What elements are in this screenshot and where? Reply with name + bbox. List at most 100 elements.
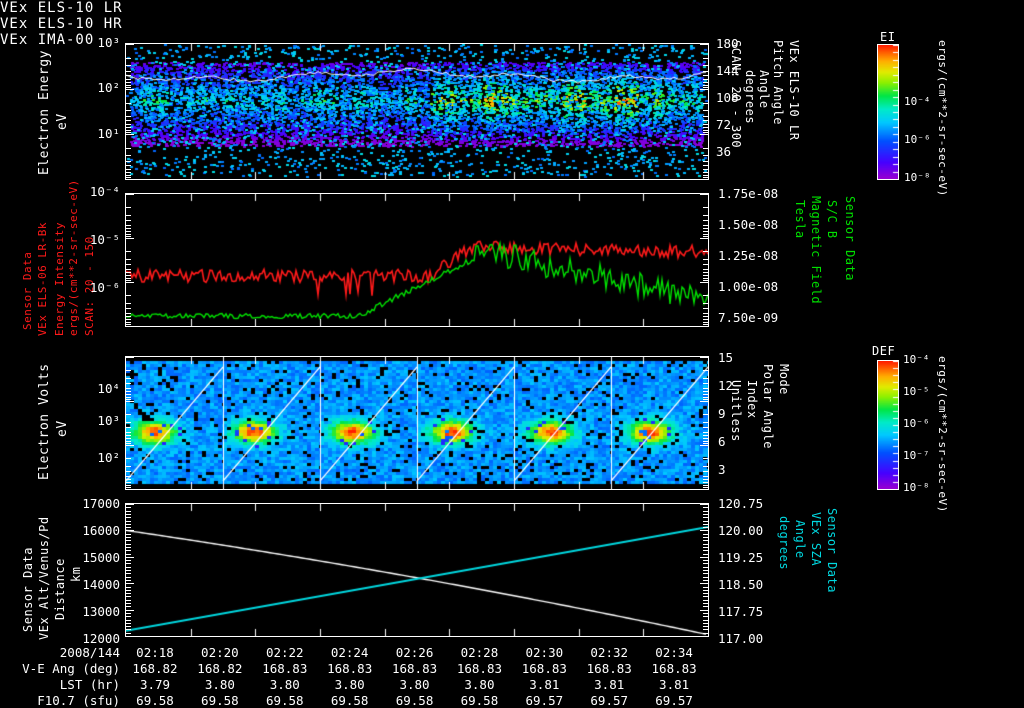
- axis-tick: [126, 636, 134, 637]
- axis-tick: [126, 225, 131, 226]
- bottom-f107-0: 69.58: [136, 693, 174, 708]
- panel3-ytick-2: 10²: [97, 450, 120, 465]
- axis-tick: [703, 280, 708, 281]
- axis-tick: [703, 603, 708, 604]
- axis-tick: [126, 441, 131, 442]
- bottom-ve-ang-0: 168.82: [132, 661, 178, 676]
- axis-tick: [126, 103, 131, 104]
- axis-tick: [703, 87, 708, 88]
- axis-tick: [126, 316, 131, 317]
- axis-tick: [703, 215, 708, 216]
- axis-tick: [703, 207, 708, 208]
- axis-tick: [126, 282, 134, 283]
- axis-tick: [126, 71, 131, 72]
- bottom-lst-8: 3.81: [659, 677, 690, 692]
- axis-tick: [126, 132, 131, 133]
- panel1-electron-energy-spectrogram[interactable]: [125, 43, 709, 180]
- bottom-ve-ang-2: 168.83: [262, 661, 308, 676]
- axis-tick: [700, 89, 708, 90]
- axis-tick: [126, 58, 131, 59]
- bottom-row-label-ve-ang: V-E Ang (deg): [22, 661, 120, 676]
- axis-tick: [126, 236, 131, 237]
- panel3-right-ytick-1: 12: [718, 378, 734, 393]
- axis-tick: [703, 155, 708, 156]
- axis-tick: [126, 308, 131, 309]
- panel3-right-ytick-4: 3: [718, 462, 726, 477]
- axis-tick: [126, 577, 131, 578]
- bottom-time-6: 02:30: [525, 645, 564, 660]
- axis-tick: [703, 422, 708, 423]
- panel2-right-title-3: Magnetic Field: [809, 196, 823, 305]
- axis-tick: [126, 544, 131, 545]
- axis-tick: [703, 127, 708, 128]
- axis-tick: [703, 427, 708, 428]
- axis-tick: [703, 295, 708, 296]
- panel2-right-ytick-4: 7.50e-09: [718, 310, 779, 325]
- bottom-time-7: 02:32: [590, 645, 629, 660]
- axis-tick: [126, 280, 131, 281]
- panel1-colorbar[interactable]: [877, 44, 899, 180]
- axis-tick: [700, 194, 708, 195]
- axis-tick: [700, 44, 708, 45]
- axis-tick: [126, 383, 131, 384]
- panel1-right-ytick-4: 36: [716, 144, 732, 159]
- axis-tick: [703, 414, 708, 415]
- axis-tick: [703, 626, 708, 627]
- axis-tick: [126, 391, 131, 392]
- axis-tick: [126, 161, 131, 162]
- axis-tick: [126, 89, 134, 90]
- panel1-colorbar-gradient: [878, 45, 898, 179]
- axis-tick: [703, 177, 708, 178]
- axis-tick: [703, 148, 708, 149]
- panel3-colorbar-title: DEF: [872, 344, 896, 358]
- axis-tick: [126, 231, 131, 232]
- axis-tick: [126, 303, 131, 304]
- panel4-right-ytick-1: 120.00: [718, 523, 764, 538]
- bottom-f107-1: 69.58: [201, 693, 239, 708]
- panel4-left-title-2: VEx Alt/Venus/Pd: [37, 516, 51, 640]
- panel4-ytick-2: 15000: [82, 550, 120, 565]
- axis-tick: [126, 127, 131, 128]
- bottom-row-label-f107: F10.7 (sfu): [37, 693, 120, 708]
- axis-tick: [703, 524, 708, 525]
- axis-tick: [126, 399, 131, 400]
- panel3-colorbar[interactable]: [877, 360, 899, 490]
- panel4-right-title-2: VEx SZA: [809, 512, 823, 567]
- axis-tick: [126, 116, 131, 117]
- axis-tick: [700, 504, 708, 505]
- axis-tick: [126, 388, 131, 389]
- panel4-altitude-sza[interactable]: [125, 503, 709, 637]
- axis-tick: [126, 593, 131, 594]
- axis-tick: [126, 626, 131, 627]
- axis-tick: [126, 130, 131, 131]
- axis-tick: [703, 175, 708, 176]
- axis-tick: [703, 225, 708, 226]
- panel2-energy-intensity-magnetic-field[interactable]: [125, 193, 709, 327]
- axis-tick: [703, 58, 708, 59]
- panel1-colorbar-tick-2: 10⁻⁸: [904, 171, 931, 184]
- axis-tick: [703, 438, 708, 439]
- bottom-ve-ang-5: 168.83: [456, 661, 503, 676]
- axis-tick: [703, 116, 708, 117]
- panel3-right-title-3: Index: [745, 380, 759, 419]
- axis-tick: [126, 427, 131, 428]
- panel2-right-title-2: S/C B: [825, 200, 839, 239]
- bottom-time-3: 02:24: [330, 645, 369, 660]
- panel4-ytick-4: 13000: [82, 604, 120, 619]
- panel3-ion-spectrogram[interactable]: [125, 356, 709, 490]
- panel4-right-ytick-4: 117.75: [718, 604, 764, 619]
- panel4-right-title-3: Angle: [793, 520, 807, 559]
- bottom-f107-3: 69.58: [330, 693, 369, 708]
- axis-tick: [703, 570, 708, 571]
- panel1-ytick-1: 10²: [97, 80, 120, 95]
- panel2-right-ytick-1: 1.50e-08: [718, 217, 779, 232]
- bottom-ve-ang-8: 168.83: [651, 661, 697, 676]
- bottom-f107-8: 69.57: [655, 693, 693, 708]
- bottom-row-label-lst: LST (hr): [59, 677, 120, 692]
- axis-tick: [126, 479, 131, 480]
- axis-tick: [126, 120, 131, 121]
- axis-tick: [126, 600, 131, 601]
- axis-tick: [703, 82, 708, 83]
- panel4-left-title-1: Sensor Data: [21, 547, 35, 632]
- axis-tick: [703, 514, 708, 515]
